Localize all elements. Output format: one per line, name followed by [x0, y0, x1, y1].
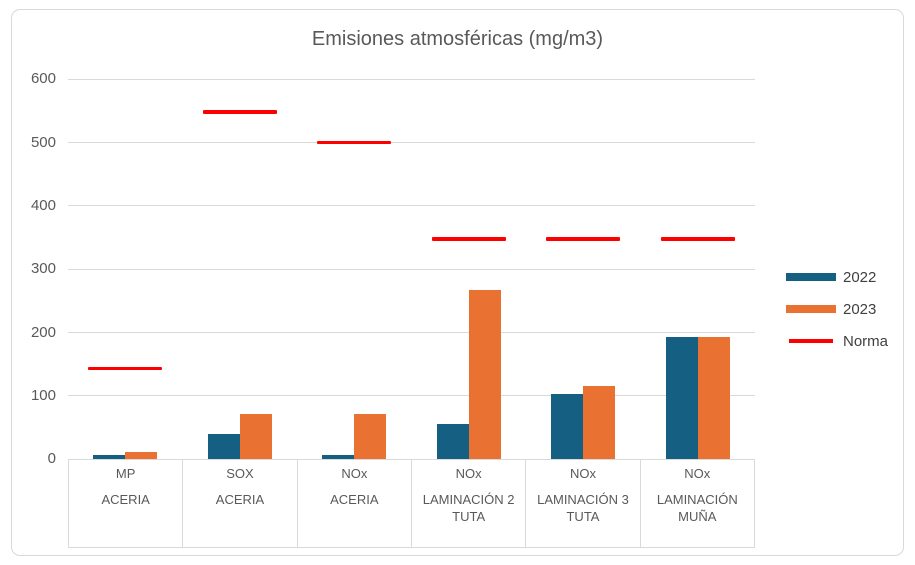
category-group-label: LAMINACIÓN 3 TUTA — [537, 491, 629, 525]
category-group-label: ACERIA — [330, 491, 379, 507]
y-axis-tick-label: 200 — [30, 323, 56, 341]
legend-label: 2022 — [843, 268, 877, 286]
category-label: NOx — [569, 466, 596, 481]
y-axis-tick-label: 600 — [30, 70, 56, 88]
legend: 2022 2023 Norma — [786, 261, 888, 357]
bar-2022-NOx-4[interactable] — [551, 394, 584, 460]
category-cell-5: NOx LAMINACIÓN MUÑA — [639, 459, 754, 547]
norma-line-MP-0[interactable] — [88, 366, 163, 371]
y-axis-tick-label: 0 — [47, 450, 56, 468]
norma-line-SOX-1[interactable] — [202, 110, 277, 114]
norma-line-icon — [789, 339, 833, 343]
category-label: SOX — [226, 466, 254, 481]
norma-line-NOx-2[interactable] — [317, 140, 392, 145]
gridline-400 — [68, 205, 755, 207]
bar-2023-NOx-3[interactable] — [468, 289, 501, 460]
bar-2022-NOx-5[interactable] — [665, 337, 698, 460]
category-group-label: LAMINACIÓN MUÑA — [656, 491, 738, 525]
y-axis-tick-label: 300 — [30, 260, 56, 278]
gridline-200 — [68, 332, 755, 334]
bar-2022-NOx-3[interactable] — [436, 423, 469, 460]
bar-2022-NOx-2[interactable] — [322, 454, 355, 460]
category-group-label: LAMINACIÓN 2 TUTA — [422, 491, 515, 525]
category-cell-4: NOx LAMINACIÓN 3 TUTA — [525, 459, 639, 547]
y-axis-tick-label: 100 — [30, 386, 56, 404]
gridline-100 — [68, 395, 755, 397]
legend-swatch-2022 — [786, 273, 836, 281]
bar-2023-MP-0[interactable] — [125, 451, 158, 460]
bar-2023-SOX-1[interactable] — [239, 413, 272, 460]
category-label: NOx — [341, 466, 368, 481]
gridline-500 — [68, 142, 755, 144]
legend-entry-2023[interactable]: 2023 — [786, 293, 888, 325]
legend-swatch-2023 — [786, 305, 836, 313]
category-cell-3: NOx LAMINACIÓN 2 TUTA — [410, 459, 525, 547]
legend-swatch-Norma — [786, 339, 836, 343]
category-group-label: ACERIA — [215, 491, 265, 507]
legend-label: Norma — [843, 332, 889, 350]
category-cell-1: SOX ACERIA — [182, 459, 296, 547]
bar-2023-NOx-4[interactable] — [583, 385, 616, 460]
category-label: NOx — [684, 466, 711, 481]
gridline-300 — [68, 268, 755, 270]
bar-2022-SOX-1[interactable] — [207, 433, 240, 460]
norma-line-NOx-5[interactable] — [660, 237, 735, 241]
category-cell-0: MP ACERIA — [69, 459, 182, 547]
category-label: NOx — [455, 466, 482, 481]
norma-line-NOx-3[interactable] — [431, 237, 506, 241]
category-group-label: ACERIA — [101, 491, 150, 507]
gridline-600 — [68, 78, 755, 80]
norma-line-NOx-4[interactable] — [546, 237, 621, 241]
y-axis-tick-label: 400 — [30, 196, 56, 214]
bar-2022-MP-0[interactable] — [93, 454, 126, 460]
category-label: MP — [115, 466, 136, 481]
chart-title: Emisiones atmosféricas (mg/m3) — [311, 28, 604, 50]
bar-2023-NOx-2[interactable] — [354, 413, 387, 460]
bar-2023-NOx-5[interactable] — [697, 337, 730, 460]
category-axis: MP ACERIA SOX ACERIA NOx ACERIA NOx LAMINACIÓN … — [68, 459, 755, 548]
y-axis-tick-label: 500 — [30, 133, 56, 151]
legend-entry-2022[interactable]: 2022 — [786, 261, 888, 293]
legend-entry-Norma[interactable]: Norma — [786, 325, 888, 357]
chart-frame — [11, 9, 904, 556]
legend-label: 2023 — [843, 300, 877, 318]
category-cell-2: NOx ACERIA — [296, 459, 411, 547]
